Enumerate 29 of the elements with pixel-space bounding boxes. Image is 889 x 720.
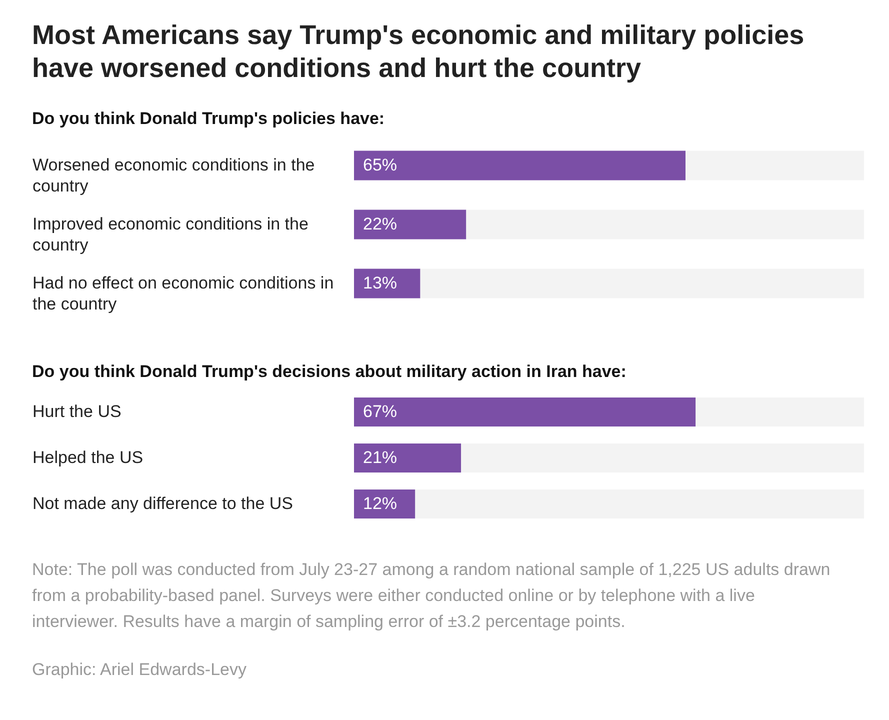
bar (466, 210, 864, 240)
chart-subtitle: Do you think Donald Trump's decisions about military action in Iran have: (32, 362, 626, 381)
y-tick-label: Improved economic conditions in the country (32, 214, 308, 254)
text: Do you think Donald Trump's policies have: (32, 109, 385, 128)
bar (354, 268, 420, 298)
bar (686, 150, 864, 180)
bar (420, 268, 864, 298)
bar (354, 398, 696, 426)
data-label: 67% (363, 402, 398, 421)
y-tick-label: Had no effect on economic conditions in the country (32, 274, 334, 314)
y-tick-label: Not made any difference to the US (32, 494, 294, 513)
text: Graphic: Ariel Edwards-Levy (32, 659, 248, 681)
data-label: 65% (363, 156, 398, 174)
bar (354, 444, 462, 472)
bar (461, 444, 864, 472)
y-tick-label: Hurt the US (32, 402, 122, 421)
bar (354, 150, 686, 180)
data-label: 22% (363, 214, 398, 234)
text: Note: The poll was conducted from July 23-27 among a random national sample of 1,225 US adults drawn from a probability-based panel. Surveys were either conducted online or by telephone with a live interviewer. Results have a margin of sampling error of ±3.2 percentage points. (32, 559, 832, 633)
data-label: 21% (363, 448, 398, 467)
data-label: 12% (363, 494, 398, 513)
bar (354, 210, 466, 240)
chart-title: Most Americans say Trump's economic and military policies have worsened conditions and hurt the country (32, 20, 804, 83)
y-tick-label: Helped the US (32, 448, 144, 467)
y-tick-label: Worsened economic conditions in the country (32, 156, 315, 196)
bar (354, 490, 416, 518)
data-label: 13% (363, 274, 398, 292)
bar (696, 398, 864, 426)
bar (415, 490, 864, 518)
